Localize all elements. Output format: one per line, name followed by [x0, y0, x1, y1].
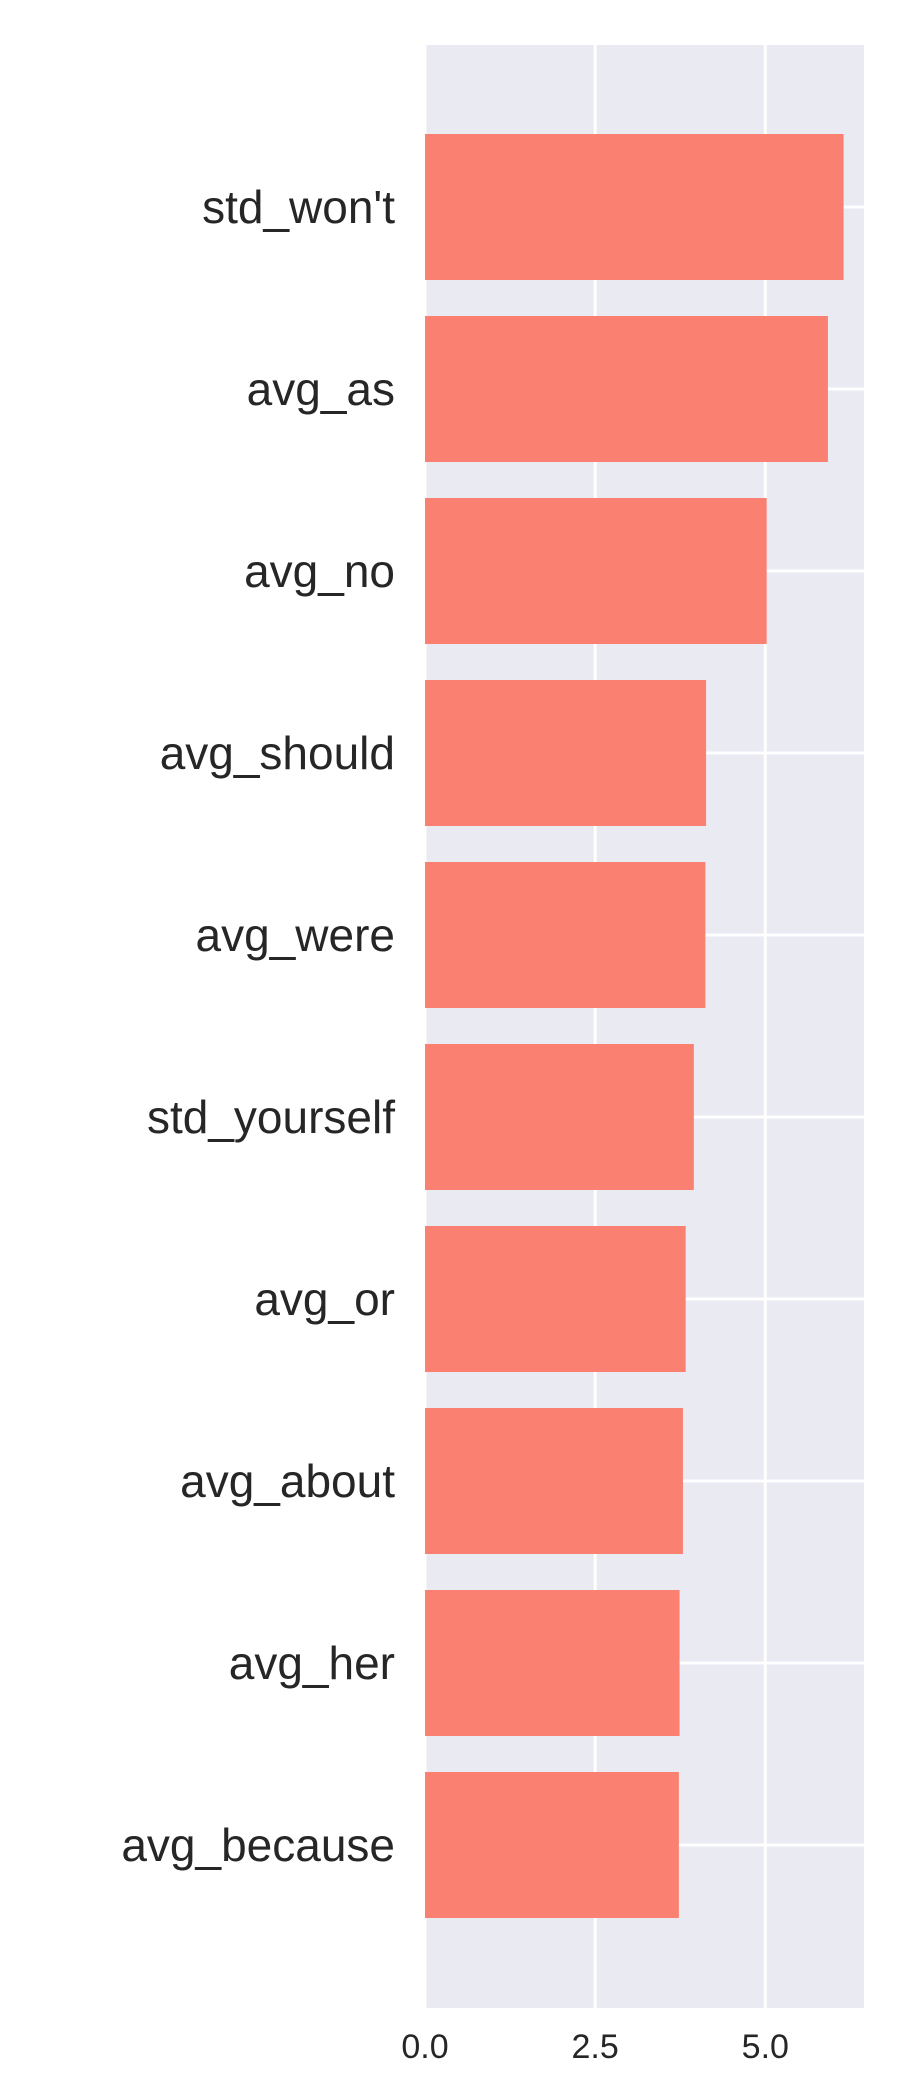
bar-avg-her [425, 1590, 680, 1736]
bar-avg-about [425, 1408, 683, 1554]
category-label: avg_as [247, 363, 395, 415]
bars [425, 134, 844, 1918]
category-label: avg_were [196, 909, 395, 961]
bar-avg-or [425, 1226, 686, 1372]
bar-std-yourself [425, 1044, 694, 1190]
bar-avg-as [425, 316, 828, 462]
x-tick-label: 5.0 [742, 2028, 789, 2066]
category-label: avg_because [121, 1819, 395, 1871]
category-label: avg_no [244, 545, 395, 597]
category-label: std_yourself [147, 1091, 395, 1143]
bar-std-won-t [425, 134, 844, 280]
bar-avg-should [425, 680, 707, 826]
bar-avg-no [425, 498, 767, 644]
bar-avg-because [425, 1772, 679, 1918]
category-label: avg_or [254, 1273, 395, 1325]
category-label: std_won't [202, 181, 395, 233]
category-label: avg_her [229, 1637, 395, 1689]
category-label: avg_about [180, 1455, 395, 1507]
x-axis-tick-labels: 0.0 2.5 5.0 [401, 2028, 789, 2066]
category-labels: std_won't avg_as avg_no avg_should avg_weres… [121, 181, 395, 1871]
x-tick-label: 0.0 [401, 2028, 448, 2066]
bar-avg-were [425, 862, 706, 1008]
x-tick-label: 2.5 [572, 2028, 619, 2066]
category-label: avg_should [160, 727, 395, 779]
